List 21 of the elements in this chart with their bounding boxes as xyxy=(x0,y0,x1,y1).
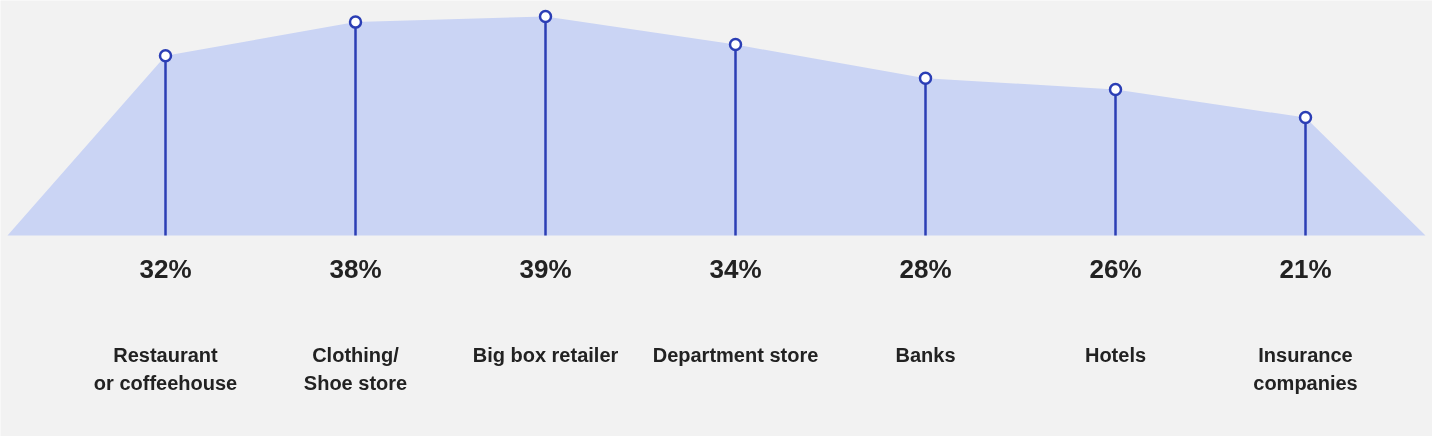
x-tick-label: Clothing/ Shoe store xyxy=(303,343,408,395)
x-tick-label: Restaurant or coffeehouse xyxy=(93,343,238,395)
point xyxy=(1108,82,1123,97)
point xyxy=(728,37,743,52)
x-tick-label: Banks xyxy=(895,343,956,366)
point xyxy=(1298,110,1313,125)
x-tick-label: Big box retailer xyxy=(472,343,619,366)
x-tick-label: Department store xyxy=(652,343,819,366)
data-label: 34% xyxy=(709,253,762,284)
data-label: 38% xyxy=(329,253,382,284)
point xyxy=(348,15,363,29)
x-tick-label: Insurance companies xyxy=(1253,343,1358,395)
data-label: 26% xyxy=(1089,253,1142,284)
data-label: 32% xyxy=(139,253,192,284)
point xyxy=(538,9,553,24)
data-label: 39% xyxy=(519,253,572,284)
data-label: 21% xyxy=(1279,253,1332,284)
point xyxy=(918,71,933,86)
data-label: 28% xyxy=(899,253,952,284)
point xyxy=(158,49,173,63)
x-tick-label: Hotels xyxy=(1084,343,1147,366)
